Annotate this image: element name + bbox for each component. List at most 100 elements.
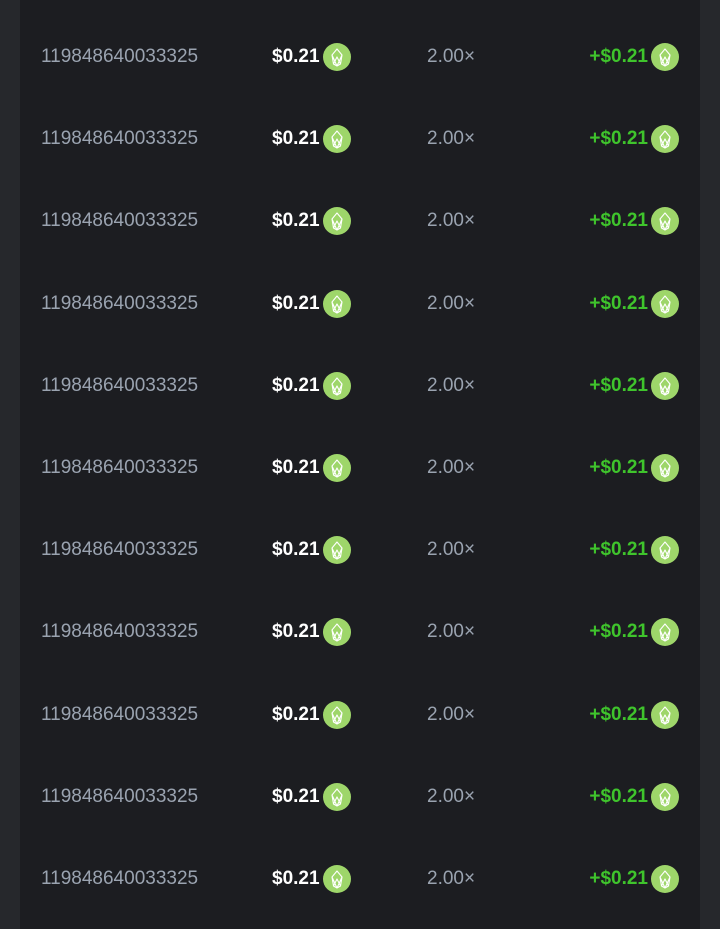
- bet-amount-text: $0.21: [272, 703, 320, 725]
- eos-coin-icon: [322, 782, 351, 811]
- bet-amount: $0.21: [272, 674, 351, 756]
- payout-text: +$0.21: [589, 210, 648, 232]
- eos-coin-icon: [322, 618, 351, 647]
- multiplier: 2.00×: [427, 128, 476, 150]
- multiplier: 2.00×: [427, 539, 476, 561]
- eos-coin-icon: [322, 371, 351, 400]
- bet-id: 119848640033325: [41, 128, 199, 150]
- payout-text: +$0.21: [589, 539, 648, 561]
- multiplier: 2.00×: [427, 210, 476, 232]
- eos-coin-icon: [651, 618, 679, 647]
- bet-amount: $0.21: [272, 838, 351, 920]
- multiplier: 2.00×: [427, 621, 476, 643]
- payout: +$0.21: [589, 427, 679, 509]
- bet-id: 119848640033325: [41, 292, 199, 314]
- multiplier: 2.00×: [427, 457, 476, 478]
- eos-coin-icon: [651, 371, 679, 400]
- bet-amount-text: $0.21: [272, 457, 320, 478]
- eos-coin-icon: [322, 700, 351, 729]
- payout: +$0.21: [589, 674, 679, 756]
- payout-text: +$0.21: [589, 46, 648, 67]
- bet-amount-text: $0.21: [272, 621, 320, 643]
- eos-coin-icon: [651, 207, 679, 236]
- payout-text: +$0.21: [589, 703, 648, 725]
- bet-row[interactable]: 119848640033325 $0.21 2.00× +$0.21: [20, 180, 700, 262]
- payout-text: +$0.21: [589, 292, 648, 314]
- multiplier: 2.00×: [427, 292, 476, 314]
- bet-amount: $0.21: [272, 263, 351, 345]
- eos-coin-icon: [651, 782, 679, 811]
- bet-amount-text: $0.21: [272, 292, 320, 314]
- eos-coin-icon: [322, 43, 351, 71]
- bet-amount: $0.21: [272, 98, 351, 180]
- bet-amount-text: $0.21: [272, 785, 320, 807]
- bet-row[interactable]: 119848640033325 $0.21 2.00× +$0.21: [20, 263, 700, 345]
- eos-coin-icon: [322, 125, 351, 154]
- multiplier: 2.00×: [427, 868, 476, 889]
- bet-amount: $0.21: [272, 180, 351, 262]
- eos-coin-icon: [651, 43, 679, 71]
- bet-id: 119848640033325: [41, 539, 199, 561]
- payout-text: +$0.21: [589, 457, 648, 478]
- bet-id: 119848640033325: [41, 210, 199, 232]
- bet-id: 119848640033325: [41, 374, 199, 396]
- bet-amount-text: $0.21: [272, 46, 320, 67]
- eos-coin-icon: [322, 454, 351, 482]
- payout: +$0.21: [589, 838, 679, 920]
- payout: +$0.21: [589, 591, 679, 673]
- eos-coin-icon: [322, 536, 351, 565]
- bet-row[interactable]: 119848640033325 $0.21 2.00× +$0.21: [20, 16, 700, 98]
- bet-row[interactable]: 119848640033325 $0.21 2.00× +$0.21: [20, 674, 700, 756]
- bet-id: 119848640033325: [41, 785, 199, 807]
- eos-coin-icon: [651, 289, 679, 318]
- payout: +$0.21: [589, 509, 679, 591]
- bet-amount-text: $0.21: [272, 210, 320, 232]
- payout: +$0.21: [589, 756, 679, 838]
- bet-amount: $0.21: [272, 16, 351, 98]
- payout: +$0.21: [589, 345, 679, 427]
- payout: +$0.21: [589, 16, 679, 98]
- bet-amount: $0.21: [272, 427, 351, 509]
- payout-text: +$0.21: [589, 785, 648, 807]
- bet-row[interactable]: 119848640033325 $0.21 2.00× +$0.21: [20, 756, 700, 838]
- eos-coin-icon: [322, 207, 351, 236]
- payout: +$0.21: [589, 263, 679, 345]
- payout-text: +$0.21: [589, 374, 648, 396]
- bet-row[interactable]: 119848640033325 $0.21 2.00× +$0.21: [20, 427, 700, 509]
- eos-coin-icon: [651, 865, 679, 893]
- bet-id: 119848640033325: [41, 457, 199, 478]
- eos-coin-icon: [322, 289, 351, 318]
- payout-text: +$0.21: [589, 128, 648, 150]
- bet-amount: $0.21: [272, 509, 351, 591]
- multiplier: 2.00×: [427, 703, 476, 725]
- bet-id: 119848640033325: [41, 46, 199, 67]
- bet-row[interactable]: 119848640033325 $0.21 2.00× +$0.21: [20, 838, 700, 920]
- payout-text: +$0.21: [589, 621, 648, 643]
- payout-text: +$0.21: [589, 868, 648, 889]
- bet-amount-text: $0.21: [272, 539, 320, 561]
- eos-coin-icon: [322, 865, 351, 893]
- bet-id: 119848640033325: [41, 621, 199, 643]
- bet-amount-text: $0.21: [272, 128, 320, 150]
- bet-amount: $0.21: [272, 756, 351, 838]
- bets-list: 119848640033325 $0.21 2.00× +$0.21 11984…: [20, 0, 700, 929]
- bet-row[interactable]: 119848640033325 $0.21 2.00× +$0.21: [20, 345, 700, 427]
- bet-amount-text: $0.21: [272, 374, 320, 396]
- bet-id: 119848640033325: [41, 703, 199, 725]
- bet-amount-text: $0.21: [272, 868, 320, 889]
- bet-amount: $0.21: [272, 591, 351, 673]
- bet-row[interactable]: 119848640033325 $0.21 2.00× +$0.21: [20, 591, 700, 673]
- multiplier: 2.00×: [427, 46, 476, 67]
- bet-id: 119848640033325: [41, 868, 199, 889]
- bet-row[interactable]: 119848640033325 $0.21 2.00× +$0.21: [20, 98, 700, 180]
- bet-row[interactable]: 119848640033325 $0.21 2.00× +$0.21: [20, 509, 700, 591]
- multiplier: 2.00×: [427, 785, 476, 807]
- bet-amount: $0.21: [272, 345, 351, 427]
- eos-coin-icon: [651, 700, 679, 729]
- payout: +$0.21: [589, 98, 679, 180]
- multiplier: 2.00×: [427, 374, 476, 396]
- payout: +$0.21: [589, 180, 679, 262]
- eos-coin-icon: [651, 536, 679, 565]
- eos-coin-icon: [651, 454, 679, 482]
- eos-coin-icon: [651, 125, 679, 154]
